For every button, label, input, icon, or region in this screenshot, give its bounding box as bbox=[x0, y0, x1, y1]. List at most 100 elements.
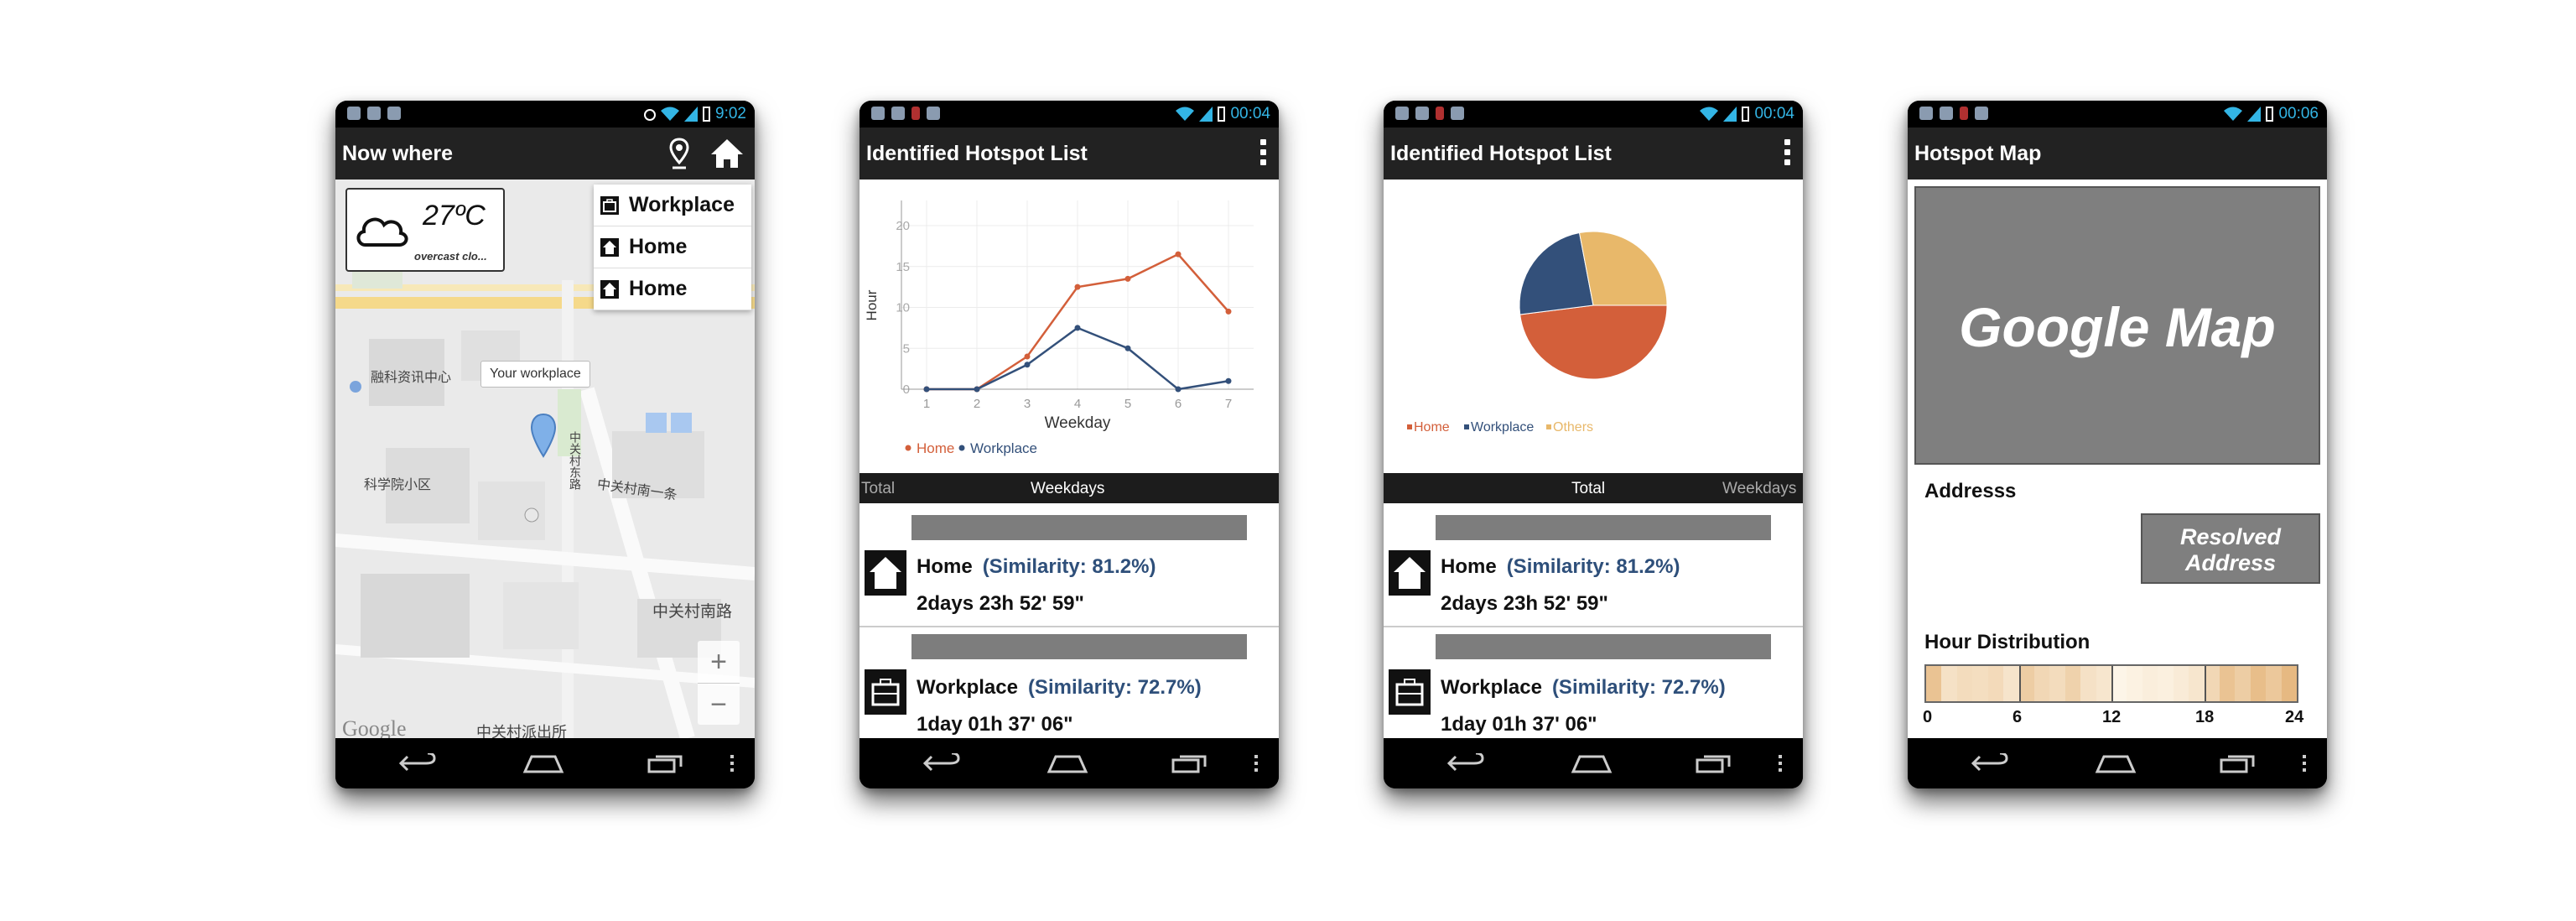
overflow-icon[interactable] bbox=[1778, 753, 1783, 773]
home-nav-icon[interactable] bbox=[1046, 753, 1089, 773]
resolved-line: Address bbox=[2184, 550, 2277, 575]
workplace-callout[interactable]: Your workplace bbox=[480, 361, 590, 388]
hour-cell bbox=[2250, 666, 2267, 701]
hour-cell bbox=[2158, 666, 2174, 701]
hour-cell bbox=[2219, 666, 2236, 701]
pie-slice-workplace bbox=[1519, 232, 1594, 315]
overflow-icon[interactable] bbox=[2302, 753, 2307, 773]
menu-item-home[interactable]: Home bbox=[594, 268, 751, 310]
x-axis-title: Weekday bbox=[1045, 414, 1111, 432]
y-tick-label: 10 bbox=[896, 301, 910, 315]
hotspot-list-view: Home Workplace Others Total Weekdays Home (… bbox=[1384, 180, 1803, 738]
back-icon[interactable] bbox=[923, 753, 960, 773]
legend-marker bbox=[905, 445, 911, 451]
status-time: 00:04 bbox=[1230, 105, 1270, 122]
home-nav-icon[interactable] bbox=[522, 753, 565, 773]
hour-tick: 18 bbox=[2195, 708, 2215, 726]
weather-widget[interactable]: 27ºC overcast clo... bbox=[345, 188, 505, 272]
hour-tick: 24 bbox=[2285, 708, 2304, 726]
hotspot-name-text: Home bbox=[917, 555, 973, 578]
recents-icon[interactable] bbox=[647, 753, 684, 773]
hour-divider bbox=[2204, 666, 2206, 701]
map-marker-icon[interactable] bbox=[530, 413, 557, 458]
battery-icon bbox=[1742, 107, 1750, 122]
map-label: 科学院小区 bbox=[364, 478, 432, 492]
hour-cell bbox=[2127, 666, 2143, 701]
hotspot-name-text: Workplace bbox=[1441, 676, 1542, 699]
hour-cell bbox=[2096, 666, 2112, 701]
recents-icon[interactable] bbox=[1696, 753, 1732, 773]
hour-cell bbox=[1956, 666, 1974, 701]
home-icon bbox=[600, 279, 619, 299]
wifi-icon bbox=[661, 107, 680, 121]
map-placeholder[interactable]: Google Map bbox=[1914, 186, 2320, 465]
menu-item-workplace[interactable]: Workplace bbox=[594, 185, 751, 226]
bar-placeholder bbox=[911, 634, 1247, 659]
tab-total[interactable]: Total bbox=[861, 480, 896, 497]
home-icon bbox=[600, 237, 619, 257]
divider bbox=[1384, 626, 1803, 627]
hour-cell bbox=[1972, 666, 1989, 701]
hour-cell bbox=[2049, 666, 2066, 701]
signal-icon bbox=[684, 107, 699, 122]
screen-title: Now where bbox=[342, 142, 453, 165]
hour-tick: 0 bbox=[1923, 708, 1933, 726]
overflow-icon[interactable] bbox=[730, 753, 735, 773]
hour-cell bbox=[2281, 666, 2297, 701]
wifi-icon bbox=[1700, 107, 1719, 121]
action-bar: Identified Hotspot List bbox=[860, 127, 1279, 180]
home-nav-icon[interactable] bbox=[2094, 753, 2137, 773]
map-label: 中关村东路 bbox=[569, 431, 582, 490]
bar-placeholder bbox=[911, 515, 1247, 540]
phone-hotspot-pie: 00:04 Identified Hotspot List Home Workpl… bbox=[1384, 101, 1803, 788]
tab-bar: Total Weekdays bbox=[1384, 473, 1803, 503]
notification-icons bbox=[871, 107, 940, 120]
location-pin-icon[interactable] bbox=[669, 138, 689, 171]
x-tick-label: 1 bbox=[923, 397, 930, 411]
menu-item-label: Home bbox=[629, 277, 688, 300]
hour-cell bbox=[2003, 666, 2020, 701]
map-brand: Google bbox=[342, 716, 407, 738]
status-time: 00:04 bbox=[1754, 105, 1794, 122]
hotspot-dropdown: Workplace Home Home bbox=[594, 185, 751, 310]
weather-condition: overcast clo... bbox=[414, 250, 487, 263]
recents-icon[interactable] bbox=[2220, 753, 2257, 773]
pie-slice-others bbox=[1578, 231, 1668, 306]
x-tick-label: 3 bbox=[1024, 397, 1031, 411]
back-icon[interactable] bbox=[1971, 753, 2008, 773]
home-icon[interactable] bbox=[709, 138, 745, 169]
home-nav-icon[interactable] bbox=[1570, 753, 1613, 773]
hotspot-name: Home (Similarity: 81.2%) bbox=[917, 555, 1156, 579]
map-view[interactable]: 融科资讯中心 科学院小区 中关村南一条 中关村南路 中关村派出所 中关村东路 Y… bbox=[335, 180, 755, 738]
wifi-icon bbox=[2224, 107, 2243, 121]
menu-item-home[interactable]: Home bbox=[594, 226, 751, 268]
tab-weekdays[interactable]: Weekdays bbox=[1722, 480, 1797, 497]
resolved-line: Resolved bbox=[2179, 524, 2282, 549]
hotspot-name-text: Workplace bbox=[917, 676, 1018, 699]
menu-item-label: Workplace bbox=[629, 193, 735, 216]
tab-weekdays[interactable]: Weekdays bbox=[1031, 480, 1105, 497]
similarity: (Similarity: 72.7%) bbox=[1551, 676, 1726, 699]
zoom-in-button[interactable]: + bbox=[698, 641, 740, 684]
zoom-out-button[interactable]: − bbox=[710, 689, 727, 721]
hour-divider bbox=[2111, 666, 2113, 701]
tab-bar: Total Weekdays bbox=[860, 473, 1279, 503]
tab-total[interactable]: Total bbox=[1571, 480, 1606, 497]
legend-label: Workplace bbox=[1471, 420, 1534, 434]
divider bbox=[860, 626, 1279, 627]
recents-icon[interactable] bbox=[1171, 753, 1208, 773]
overflow-icon[interactable] bbox=[1254, 753, 1259, 773]
hotspot-duration: 1day 01h 37' 06" bbox=[1441, 713, 1597, 736]
action-bar: Now where bbox=[335, 127, 755, 180]
data-point bbox=[923, 386, 930, 393]
overflow-menu-icon[interactable] bbox=[1260, 139, 1267, 169]
back-icon[interactable] bbox=[399, 753, 436, 773]
hour-ticks: 0 6 12 18 24 bbox=[1923, 708, 2303, 728]
home-icon bbox=[1389, 550, 1431, 596]
nav-bar bbox=[1908, 738, 2327, 788]
back-icon[interactable] bbox=[1447, 753, 1484, 773]
overflow-menu-icon[interactable] bbox=[1784, 139, 1791, 169]
briefcase-icon bbox=[1389, 669, 1431, 715]
hotspot-name: Workplace (Similarity: 72.7%) bbox=[917, 676, 1202, 700]
